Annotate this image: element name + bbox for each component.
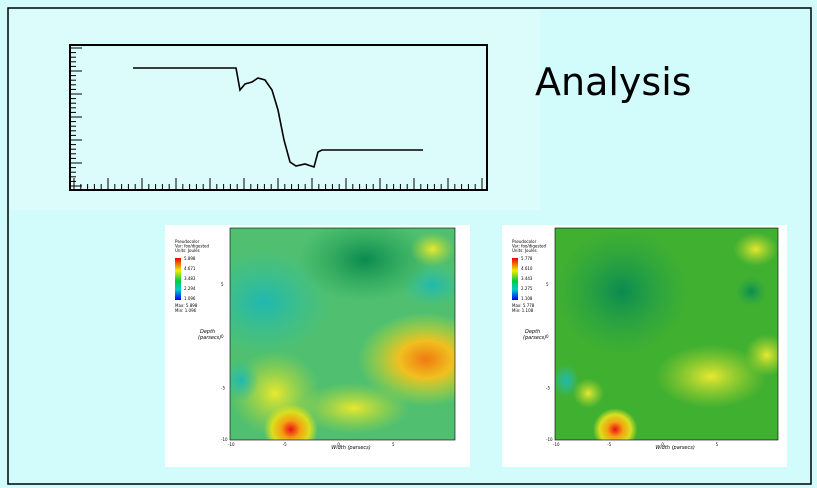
legend-text: Units: Joules (175, 248, 200, 253)
colorbar-label: 3.483 (184, 276, 196, 281)
blob (555, 228, 689, 356)
colorbar-label: 4.671 (184, 266, 196, 271)
blob (655, 344, 767, 409)
curve (133, 67, 423, 169)
legend-text: Pseudocolor (175, 239, 200, 244)
y-tick-label: 5 (546, 282, 549, 287)
colorbar (512, 258, 518, 300)
blob (735, 276, 767, 307)
y-tick-label: -10 (546, 437, 553, 442)
colorbar (175, 258, 181, 300)
x-axis-label: Width (parsecs) (331, 445, 371, 451)
legend-text: Units: Joules (512, 248, 537, 253)
legend-text: Var: foo/digested (512, 244, 546, 249)
line-plot (69, 44, 488, 191)
colorbar-label: 2.275 (521, 286, 533, 291)
y-tick-label: -5 (546, 385, 550, 390)
y-tick-label: -10 (221, 437, 228, 442)
legend-text: Pseudocolor (512, 239, 537, 244)
y-tick-label: -5 (221, 385, 225, 390)
colorbar-label: 4.610 (521, 266, 533, 271)
colorbar-label: 5.778 (521, 256, 533, 261)
blob (733, 232, 778, 267)
plot-frame (229, 227, 456, 441)
y-tick-label: 0 (546, 334, 549, 339)
legend-text: Var: foo/digested (175, 244, 209, 249)
max-label: Max: 5.778 (512, 303, 535, 308)
x-tick-label: 0 (661, 442, 664, 447)
blob (410, 232, 455, 267)
blob (263, 403, 318, 440)
x-tick-label: 5 (392, 442, 395, 447)
blob (297, 382, 410, 434)
x-tick-label: -10 (228, 442, 235, 447)
y-axis-label: Depth (parsecs) (523, 329, 546, 341)
x-tick-label: -5 (607, 442, 611, 447)
plot-image-bg (10, 10, 540, 210)
colorbar-label: 5.898 (184, 256, 196, 261)
blob (358, 312, 455, 407)
x-tick-label: 0 (337, 442, 340, 447)
slide-title: Analysis (535, 60, 692, 104)
min-label: Min: 1.108 (512, 308, 534, 313)
blob (592, 408, 638, 440)
blob (297, 228, 433, 303)
heatmap-field (230, 228, 455, 440)
blob (572, 378, 605, 409)
y-tick-label: 0 (221, 334, 224, 339)
colorbar-label: 1.108 (521, 296, 533, 301)
x-axis-label: Width (parsecs) (655, 445, 695, 451)
frame (7, 7, 812, 485)
x-tick-label: 5 (716, 442, 719, 447)
max-label: Max: 5.898 (175, 303, 198, 308)
x-tick-label: -10 (553, 442, 560, 447)
y-axis-label: Depth (parsecs) (198, 329, 221, 341)
colorbar-label: 2.294 (184, 286, 196, 291)
y-tick-label: 5 (221, 282, 224, 287)
plot-frame (554, 227, 779, 441)
colorbar-label: 3.443 (521, 276, 533, 281)
min-label: Min: 1.096 (175, 308, 197, 313)
blob (555, 363, 580, 398)
heatmap-field (555, 228, 778, 440)
blob (230, 359, 260, 402)
x-tick-label: -5 (283, 442, 287, 447)
colorbar-label: 1.096 (184, 296, 196, 301)
